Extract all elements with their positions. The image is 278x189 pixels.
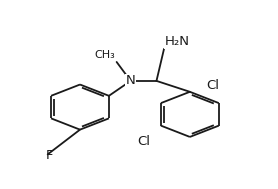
Text: N: N	[126, 74, 135, 87]
Text: F: F	[46, 149, 53, 162]
Text: Cl: Cl	[206, 80, 219, 92]
Text: Cl: Cl	[137, 135, 150, 148]
Text: H₂N: H₂N	[165, 35, 190, 48]
Text: CH₃: CH₃	[95, 50, 116, 60]
